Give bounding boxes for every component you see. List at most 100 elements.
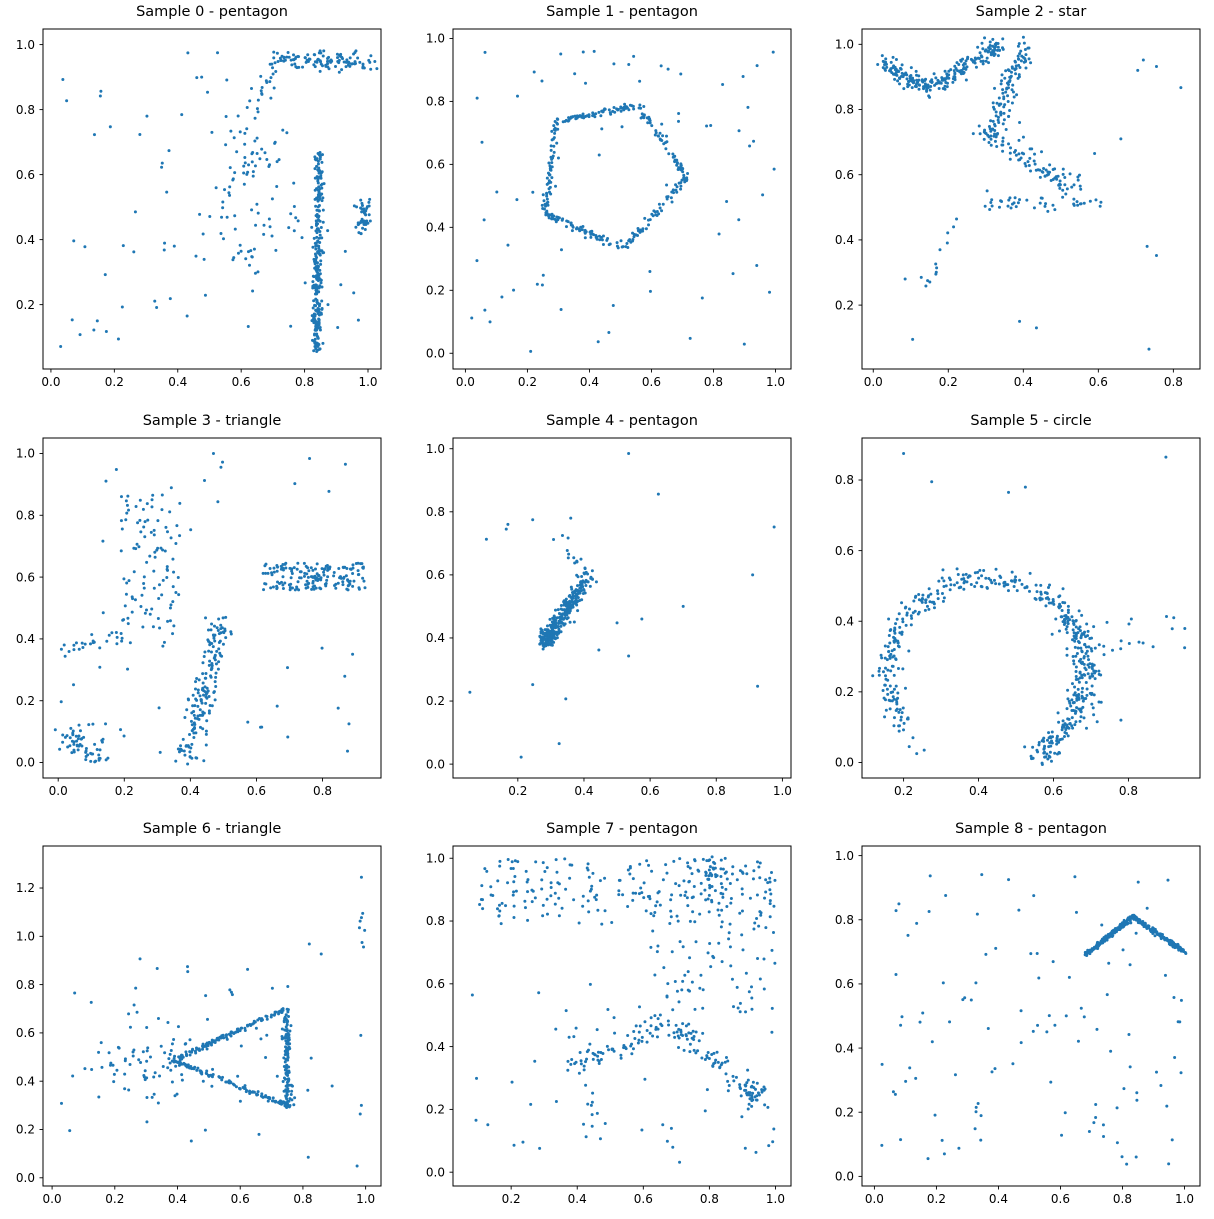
y-tick-label: 1.0 <box>426 442 445 456</box>
y-tick-label: 0.8 <box>426 505 445 519</box>
y-tick-label: 0.2 <box>16 694 35 708</box>
x-tick-label: 0.4 <box>580 375 599 389</box>
y-tick-label: 0.4 <box>16 1074 35 1088</box>
y-tick-label: 0.4 <box>835 614 854 628</box>
x-tick-label: 0.0 <box>456 375 475 389</box>
axes-frame <box>42 28 382 370</box>
x-tick-label: 0.8 <box>313 784 332 798</box>
x-tick-label: 0.6 <box>232 375 251 389</box>
y-tick-label: 0.8 <box>835 473 854 487</box>
x-tick-label: 0.2 <box>502 1192 521 1206</box>
y-tick-label: 0.4 <box>426 221 445 235</box>
x-tick-label: 0.2 <box>518 375 537 389</box>
scatter-points <box>470 49 776 353</box>
scatter-points <box>59 875 367 1168</box>
y-tick-label: 0.8 <box>426 914 445 928</box>
axes-frame <box>452 845 792 1187</box>
subplot-8-title: Sample 8 - pentagon <box>955 821 1107 837</box>
x-tick-label: 0.6 <box>1044 784 1063 798</box>
x-tick-label: 0.4 <box>181 784 200 798</box>
y-tick-label: 0.0 <box>835 1170 854 1184</box>
y-tick-label: 0.6 <box>16 570 35 584</box>
scatter-points <box>871 452 1187 767</box>
subplot-3-title: Sample 3 - triangle <box>142 413 282 429</box>
x-tick-label: 1.0 <box>766 1192 785 1206</box>
axes-frame <box>42 845 382 1187</box>
x-tick-label: 0.4 <box>168 1192 187 1206</box>
axes-frame <box>861 28 1201 370</box>
y-tick-label: 0.0 <box>426 1165 445 1179</box>
x-tick-label: 0.2 <box>105 1192 124 1206</box>
y-tick-label: 1.0 <box>16 447 35 461</box>
subplot-sample-0: 0.0 0.2 0.4 0.6 0.8 1.0 0.2 0.4 0.6 0.8 1.0 <box>16 28 382 389</box>
y-tick-label: 1.0 <box>426 32 445 46</box>
y-tick-label: 0.2 <box>835 685 854 699</box>
x-tick-label: 0.0 <box>49 784 68 798</box>
y-tick-label: 1.0 <box>16 38 35 52</box>
x-tick-label: 1.0 <box>1175 1192 1194 1206</box>
x-tick-label: 0.4 <box>969 784 988 798</box>
x-tick-label: 0.2 <box>105 375 124 389</box>
y-tick-label: 0.2 <box>426 1103 445 1117</box>
y-tick-label: 0.8 <box>835 913 854 927</box>
y-tick-label: 1.0 <box>16 930 35 944</box>
y-tick-label: 0.0 <box>835 756 854 770</box>
subplot-5-title: Sample 5 - circle <box>970 413 1092 429</box>
x-tick-label: 0.8 <box>700 1192 719 1206</box>
y-tick-label: 1.2 <box>16 881 35 895</box>
x-tick-label: 1.0 <box>773 784 792 798</box>
x-tick-label: 0.0 <box>41 375 60 389</box>
subplot-sample-2: 0.0 0.2 0.4 0.6 0.8 0.2 0.4 0.6 0.8 1.0 <box>835 28 1201 389</box>
y-tick-label: 0.4 <box>16 632 35 646</box>
y-tick-label: 0.4 <box>426 1040 445 1054</box>
y-tick-label: 0.8 <box>16 978 35 992</box>
subplot-4-title: Sample 4 - pentagon <box>546 413 698 429</box>
y-tick-label: 0.8 <box>426 95 445 109</box>
y-tick-label: 1.0 <box>835 38 854 52</box>
x-tick-label: 1.0 <box>766 375 785 389</box>
x-tick-label: 0.8 <box>293 1192 312 1206</box>
subplot-sample-4: 0.2 0.4 0.6 0.8 1.0 0.0 0.2 0.4 0.6 0.8 1.0 <box>426 437 792 798</box>
x-tick-label: 0.4 <box>1014 375 1033 389</box>
axes-frame <box>861 437 1201 779</box>
y-tick-label: 0.6 <box>835 168 854 182</box>
y-tick-label: 1.0 <box>426 851 445 865</box>
subplot-sample-8: 0.0 0.2 0.4 0.6 0.8 1.0 0.0 0.2 0.4 0.6 0.8 1.0 <box>835 845 1201 1206</box>
y-tick-label: 0.2 <box>835 1105 854 1119</box>
x-tick-label: 0.8 <box>704 375 723 389</box>
scatter-points <box>59 49 379 353</box>
x-tick-label: 0.6 <box>1051 1192 1070 1206</box>
x-tick-label: 0.6 <box>641 784 660 798</box>
y-tick-label: 0.2 <box>835 298 854 312</box>
axes-frame <box>861 845 1201 1187</box>
subplot-7-title: Sample 7 - pentagon <box>546 821 698 837</box>
subplot-sample-6: 0.0 0.2 0.4 0.6 0.8 1.0 0.0 0.2 0.4 0.6 0.8 1.0 1.2 <box>16 845 382 1206</box>
scatter-points <box>470 855 777 1164</box>
y-tick-label: 0.2 <box>16 1123 35 1137</box>
subplot-1-title: Sample 1 - pentagon <box>546 4 698 20</box>
y-tick-label: 0.4 <box>16 233 35 247</box>
y-tick-label: 0.6 <box>835 544 854 558</box>
y-tick-label: 0.0 <box>16 756 35 770</box>
x-tick-label: 0.6 <box>247 784 266 798</box>
x-tick-label: 1.0 <box>356 1192 375 1206</box>
x-tick-label: 0.2 <box>939 375 958 389</box>
x-tick-label: 0.2 <box>508 784 527 798</box>
scatter-points <box>876 35 1183 351</box>
x-tick-label: 0.4 <box>574 784 593 798</box>
y-tick-label: 0.0 <box>426 757 445 771</box>
scatter-points <box>53 451 367 766</box>
y-tick-label: 0.2 <box>16 298 35 312</box>
x-tick-label: 0.6 <box>231 1192 250 1206</box>
x-tick-label: 0.4 <box>568 1192 587 1206</box>
x-tick-label: 0.4 <box>168 375 187 389</box>
subplot-0-title: Sample 0 - pentagon <box>136 4 288 20</box>
x-tick-label: 0.0 <box>43 1192 62 1206</box>
y-tick-label: 0.2 <box>426 283 445 297</box>
x-tick-label: 0.2 <box>115 784 134 798</box>
x-tick-label: 0.8 <box>1164 375 1183 389</box>
y-tick-label: 1.0 <box>835 849 854 863</box>
scatter-points <box>880 873 1188 1166</box>
y-tick-label: 0.6 <box>426 158 445 172</box>
